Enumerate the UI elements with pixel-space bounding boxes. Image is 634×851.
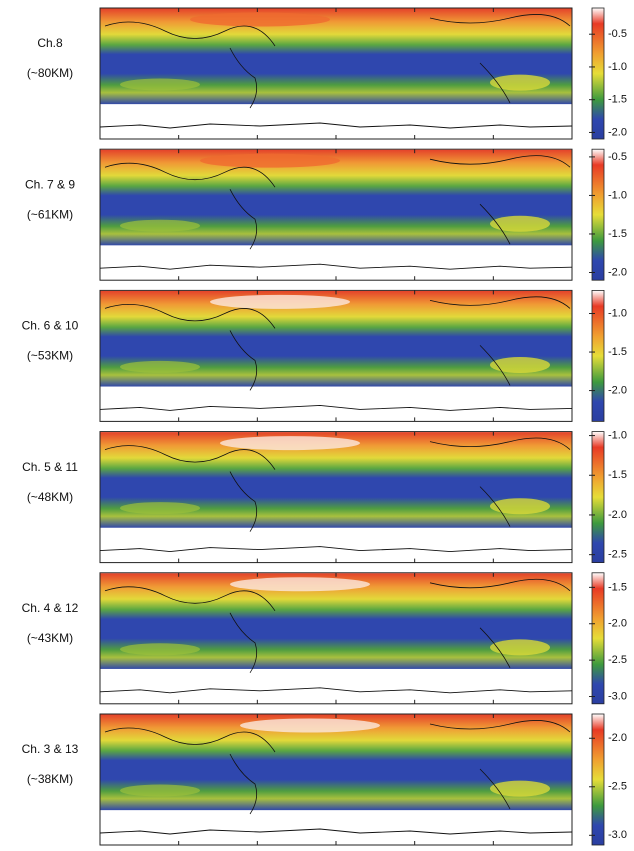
coastline	[104, 437, 571, 532]
colorbar-tick-label: -1.5	[608, 581, 627, 593]
panel-altitude: (~38KM)	[27, 772, 73, 786]
field-highlight	[230, 577, 370, 592]
colorbar-tick-label: -1.5	[608, 228, 627, 240]
field-highlight	[240, 718, 380, 733]
colorbar	[591, 148, 605, 281]
colorbar	[591, 713, 605, 846]
antarctica-coast	[99, 828, 573, 835]
panel-altitude: (~80KM)	[27, 66, 73, 80]
panel: Ch. 6 & 10 (~53KM) -1.0 -1.5 -2.0	[22, 289, 627, 422]
panel: Ch. 4 & 12 (~43KM) -1.5 -2.0 -2.5 -3.0	[22, 572, 627, 705]
colorbar-tick-label: -1.0	[608, 61, 627, 73]
colorbar-tick-label: -2.0	[608, 618, 627, 630]
antarctica-coast	[99, 404, 573, 411]
panel-label: Ch. 4 & 12	[22, 601, 79, 615]
coastline	[104, 155, 571, 250]
antarctica-coast	[99, 122, 573, 129]
colorbar-tick-label: -1.5	[608, 346, 627, 358]
colorbar	[591, 431, 605, 564]
coastline	[104, 578, 571, 674]
field-highlight	[190, 12, 330, 27]
panel-label: Ch. 3 & 13	[22, 742, 79, 756]
colorbar-tick-label: -2.0	[608, 384, 627, 396]
colorbar-tick-label: -1.0	[608, 307, 627, 319]
colorbar-tick-label: -1.0	[608, 189, 627, 201]
field-highlight	[490, 74, 550, 91]
panel: Ch. 3 & 13 (~38KM) -2.0 -2.5 -3.0	[22, 713, 627, 846]
colorbar	[591, 289, 605, 422]
field-highlight	[490, 639, 550, 656]
field-highlight	[490, 215, 550, 232]
colorbar-tick-label: -2.0	[608, 732, 627, 744]
panel-altitude: (~43KM)	[27, 631, 73, 645]
colorbar-tick-label: -2.5	[608, 549, 627, 561]
field-highlight	[200, 153, 340, 168]
antarctica-coast	[99, 546, 573, 553]
field-highlight	[120, 360, 200, 373]
colorbar-tick-label: -3.0	[608, 829, 627, 841]
panel-label: Ch. 6 & 10	[22, 319, 79, 333]
field-highlight	[120, 219, 200, 232]
field-highlight	[120, 643, 200, 656]
field-highlight	[120, 784, 200, 797]
field-highlight	[120, 502, 200, 515]
coastline	[104, 720, 571, 815]
coastline	[104, 14, 571, 109]
panel-altitude: (~61KM)	[27, 207, 73, 221]
colorbar-tick-label: -1.5	[608, 469, 627, 481]
colorbar-tick-label: -3.0	[608, 690, 627, 702]
panel: Ch. 5 & 11 (~48KM) -1.0 -1.5 -2.0 -2.5	[22, 429, 627, 564]
colorbar-tick-label: -2.5	[608, 654, 627, 666]
field-highlight	[490, 780, 550, 797]
antarctica-coast	[99, 263, 573, 270]
field-highlight	[490, 498, 550, 515]
colorbar-tick-label: -1.0	[608, 429, 627, 441]
colorbar-tick-label: -2.5	[608, 781, 627, 793]
antarctica-coast	[99, 687, 573, 694]
panel-label: Ch.8	[37, 36, 63, 50]
field-highlight	[490, 356, 550, 373]
coastline	[104, 296, 571, 391]
panel-label: Ch. 7 & 9	[25, 177, 75, 191]
colorbar	[591, 572, 605, 705]
colorbar-tick-label: -0.5	[608, 28, 627, 40]
colorbar-tick-label: -2.0	[608, 509, 627, 521]
field-highlight	[220, 436, 360, 451]
colorbar-tick-label: -1.5	[608, 94, 627, 106]
colorbar-tick-label: -2.0	[608, 266, 627, 278]
colorbar-tick-label: -2.0	[608, 126, 627, 138]
field-highlight	[120, 78, 200, 91]
panel-altitude: (~53KM)	[27, 349, 73, 363]
panel-label: Ch. 5 & 11	[22, 460, 78, 474]
colorbar	[591, 7, 605, 140]
field-highlight	[210, 294, 350, 309]
colorbar-tick-label: -0.5	[608, 151, 627, 163]
panel: Ch. 7 & 9 (~61KM) -0.5 -1.0 -1.5 -2.0	[25, 148, 627, 281]
panel: Ch.8 (~80KM) -0.5 -1.0 -1.5 -2.0	[27, 7, 627, 140]
panel-altitude: (~48KM)	[27, 490, 73, 504]
